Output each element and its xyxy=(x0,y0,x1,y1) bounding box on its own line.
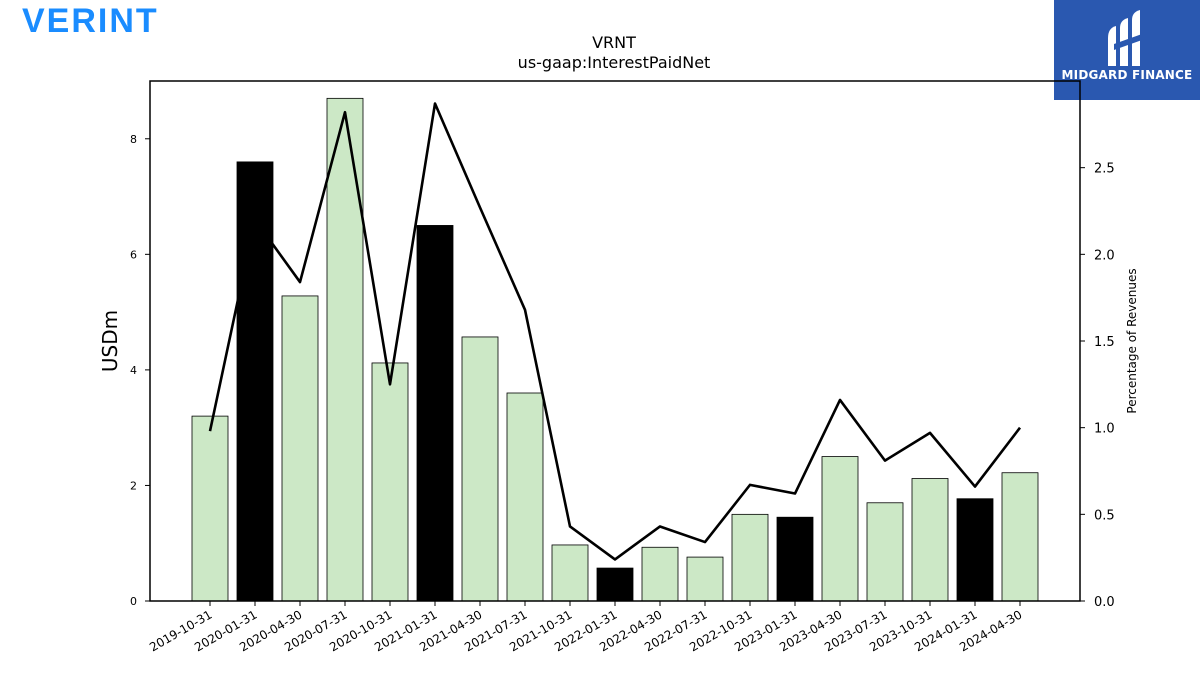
y-tick-label: 6 xyxy=(130,248,137,261)
chart-subtitle: us-gaap:InterestPaidNet xyxy=(518,53,711,72)
bar xyxy=(236,161,274,602)
y-tick-label: 0 xyxy=(130,595,137,608)
bar xyxy=(956,498,994,602)
y-axis-label: USDm xyxy=(98,310,122,372)
bar xyxy=(461,336,499,602)
y2-axis-label: Percentage of Revenues xyxy=(1125,268,1139,413)
verint-logo: VERINT xyxy=(22,2,159,40)
bar xyxy=(596,567,634,602)
bar xyxy=(686,556,724,602)
bar xyxy=(911,478,949,602)
bar xyxy=(776,516,814,602)
bar xyxy=(551,544,589,602)
bar xyxy=(416,225,454,602)
bar xyxy=(326,97,364,602)
y2-tick-label: 2.0 xyxy=(1094,248,1115,263)
y2-tick-label: 1.0 xyxy=(1094,422,1115,437)
bar xyxy=(821,456,859,602)
y-tick-label: 4 xyxy=(130,364,137,377)
y2-tick-label: 0.5 xyxy=(1094,508,1115,523)
revenue-percentage-line xyxy=(208,102,1022,561)
midgard-finance-logo-icon xyxy=(1104,10,1150,72)
midgard-finance-badge: MIDGARD FINANCE xyxy=(1054,0,1200,100)
y-tick-label: 8 xyxy=(130,133,137,146)
y2-tick-label: 2.5 xyxy=(1094,162,1115,177)
bar xyxy=(1001,472,1039,602)
y2-tick-label: 0.0 xyxy=(1094,595,1115,610)
y-tick-label: 2 xyxy=(130,479,137,492)
bar xyxy=(506,392,544,602)
y2-tick-label: 1.5 xyxy=(1094,335,1115,350)
bar xyxy=(866,502,904,602)
midgard-finance-label: MIDGARD FINANCE xyxy=(1061,68,1193,82)
bar xyxy=(371,362,409,602)
bar xyxy=(191,415,229,602)
bar xyxy=(641,546,679,602)
bar xyxy=(281,295,319,602)
chart-title: VRNT xyxy=(592,33,636,52)
bar xyxy=(731,513,769,602)
